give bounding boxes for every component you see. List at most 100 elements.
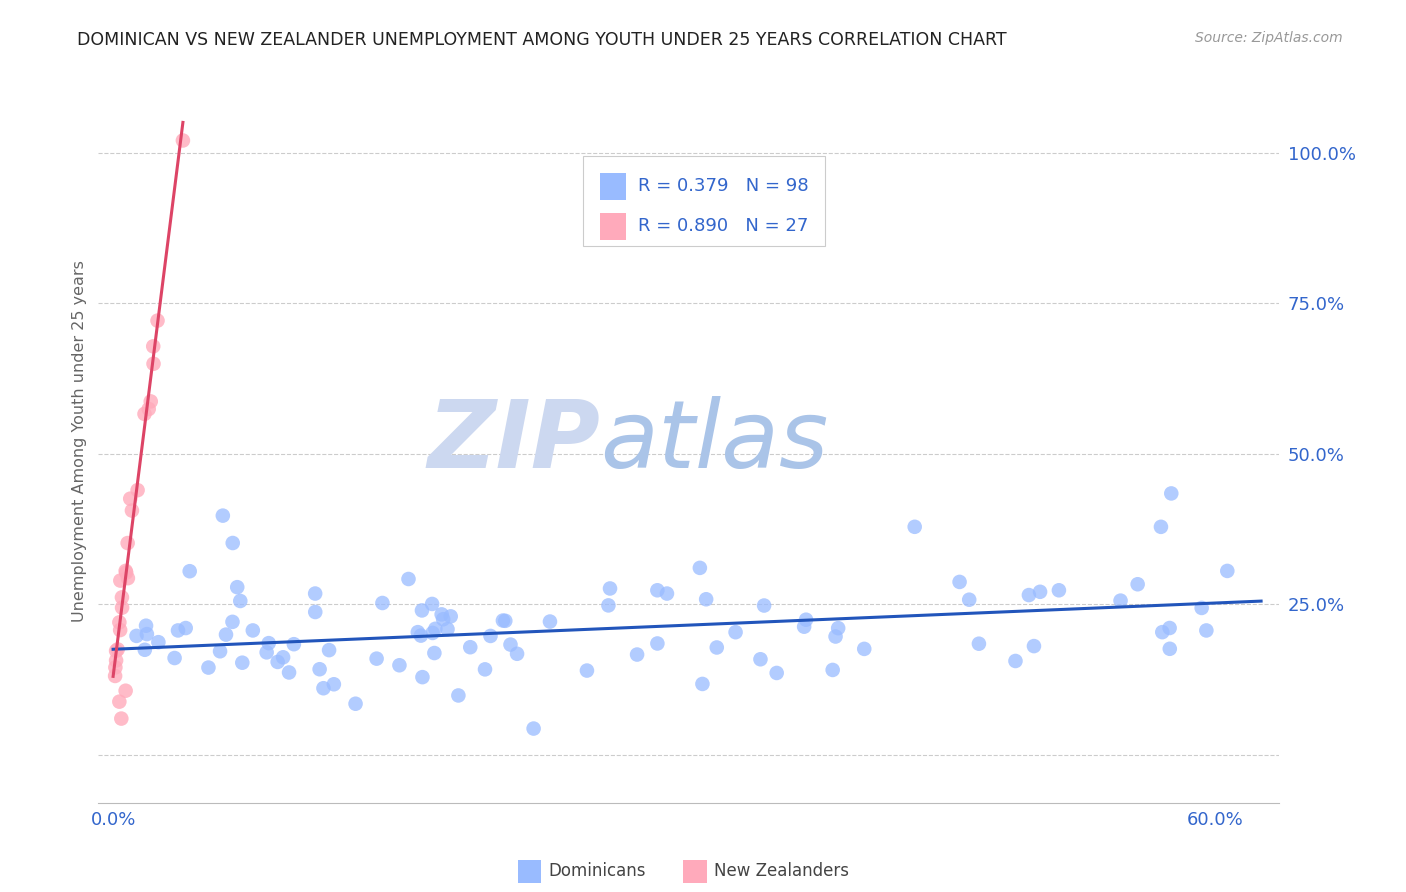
Point [957, 592, 980, 607]
Point [138, 402, 160, 417]
Point [436, 622, 458, 636]
Point [1047, 583, 1070, 598]
Point [308, 662, 330, 676]
FancyBboxPatch shape [600, 173, 626, 200]
Point [523, 722, 546, 736]
Point [197, 660, 219, 674]
Point [222, 536, 245, 550]
Point [110, 574, 132, 588]
Point [425, 622, 447, 636]
Point [406, 625, 429, 640]
Point [967, 637, 990, 651]
Point [322, 677, 344, 691]
Point [110, 712, 132, 726]
Point [398, 572, 420, 586]
Point [411, 670, 433, 684]
Point [647, 583, 669, 598]
Point [318, 643, 340, 657]
Point [215, 627, 238, 641]
Point [242, 624, 264, 638]
Point [221, 615, 243, 629]
Point [108, 623, 131, 637]
Point [1216, 564, 1239, 578]
Point [1004, 654, 1026, 668]
Point [1109, 593, 1132, 607]
Point [1152, 625, 1174, 640]
Point [114, 564, 136, 578]
Point [344, 697, 367, 711]
Text: R = 0.379   N = 98: R = 0.379 N = 98 [638, 178, 808, 195]
Point [209, 644, 232, 658]
Point [304, 586, 326, 600]
Point [420, 597, 443, 611]
Point [134, 407, 156, 421]
Point [388, 658, 411, 673]
Point [749, 652, 772, 666]
Point [229, 594, 252, 608]
Point [108, 615, 131, 630]
Point [706, 640, 728, 655]
Point [278, 665, 301, 680]
Point [135, 627, 157, 641]
Point [142, 357, 165, 371]
Point [411, 603, 433, 617]
Point [105, 653, 128, 667]
Text: R = 0.890   N = 27: R = 0.890 N = 27 [638, 218, 808, 235]
Text: Source: ZipAtlas.com: Source: ZipAtlas.com [1195, 31, 1343, 45]
Point [105, 644, 128, 658]
Point [689, 561, 711, 575]
Point [139, 394, 162, 409]
Point [538, 615, 561, 629]
Point [231, 656, 253, 670]
Point [148, 635, 170, 649]
Point [107, 642, 129, 657]
Point [142, 339, 165, 353]
Point [312, 681, 335, 696]
Point [422, 626, 444, 640]
Point [163, 651, 186, 665]
Point [226, 580, 249, 594]
Point [127, 483, 149, 498]
Point [111, 591, 134, 605]
Point [1029, 584, 1052, 599]
Point [793, 620, 815, 634]
Point [506, 647, 529, 661]
Point [117, 536, 139, 550]
Point [172, 133, 194, 147]
Point [853, 641, 876, 656]
Point [174, 621, 197, 635]
FancyBboxPatch shape [683, 860, 707, 883]
Point [599, 582, 621, 596]
Point [271, 650, 294, 665]
Point [121, 503, 143, 517]
Point [647, 636, 669, 650]
Point [440, 609, 463, 624]
Point [125, 629, 148, 643]
Point [1195, 624, 1218, 638]
Point [111, 600, 134, 615]
Point [104, 669, 127, 683]
Point [1159, 641, 1181, 656]
Point [655, 586, 678, 600]
Point [114, 683, 136, 698]
FancyBboxPatch shape [582, 156, 825, 246]
Point [134, 642, 156, 657]
Point [1126, 577, 1149, 591]
Point [256, 645, 278, 659]
FancyBboxPatch shape [600, 212, 626, 240]
Point [179, 564, 201, 578]
Text: atlas: atlas [600, 396, 828, 487]
Point [824, 630, 846, 644]
Point [1150, 520, 1173, 534]
Point [752, 599, 775, 613]
Point [492, 614, 515, 628]
Point [135, 618, 157, 632]
Point [115, 566, 138, 580]
Point [479, 629, 502, 643]
Point [423, 646, 446, 660]
Point [430, 607, 453, 622]
Point [1018, 588, 1040, 602]
Point [167, 624, 190, 638]
Point [626, 648, 648, 662]
Point [371, 596, 394, 610]
